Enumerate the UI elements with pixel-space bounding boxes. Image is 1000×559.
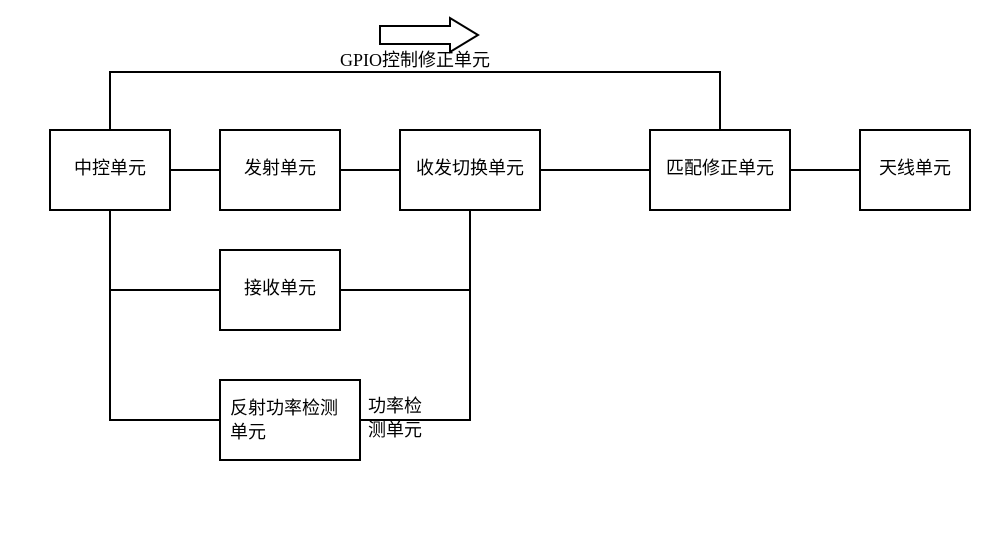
central-unit-label: 中控单元	[74, 158, 146, 178]
power-detect-label-2: 测单元	[368, 420, 422, 440]
block-diagram: GPIO控制修正单元中控单元 发射单元 收发切换单元 匹配修正单元 天线单元接收单元反射…	[0, 0, 1000, 559]
reflect-power-box	[220, 380, 360, 460]
gpio-label: GPIO控制修正单元	[340, 50, 490, 70]
reflect-power-label-1: 反射功率检测	[230, 398, 338, 418]
direction-arrow	[380, 18, 478, 52]
transmit-unit-label: 发射单元	[244, 158, 316, 178]
power-detect-label-1: 功率检	[368, 396, 422, 416]
switch-unit-label: 收发切换单元	[416, 158, 524, 178]
edge-central-reflect	[110, 290, 220, 420]
match-unit-label: 匹配修正单元	[666, 158, 774, 178]
edge-gpio-control	[110, 72, 720, 130]
edge-central-receive	[110, 210, 220, 290]
receive-unit-label: 接收单元	[244, 278, 316, 298]
edge-receive-switch	[340, 210, 470, 290]
reflect-power-label-2: 单元	[230, 422, 266, 442]
antenna-unit-label: 天线单元	[879, 158, 951, 178]
